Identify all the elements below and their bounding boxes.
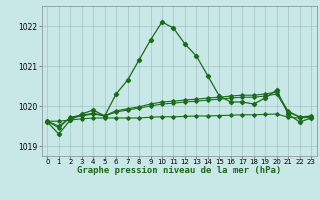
X-axis label: Graphe pression niveau de la mer (hPa): Graphe pression niveau de la mer (hPa) [77,166,281,175]
